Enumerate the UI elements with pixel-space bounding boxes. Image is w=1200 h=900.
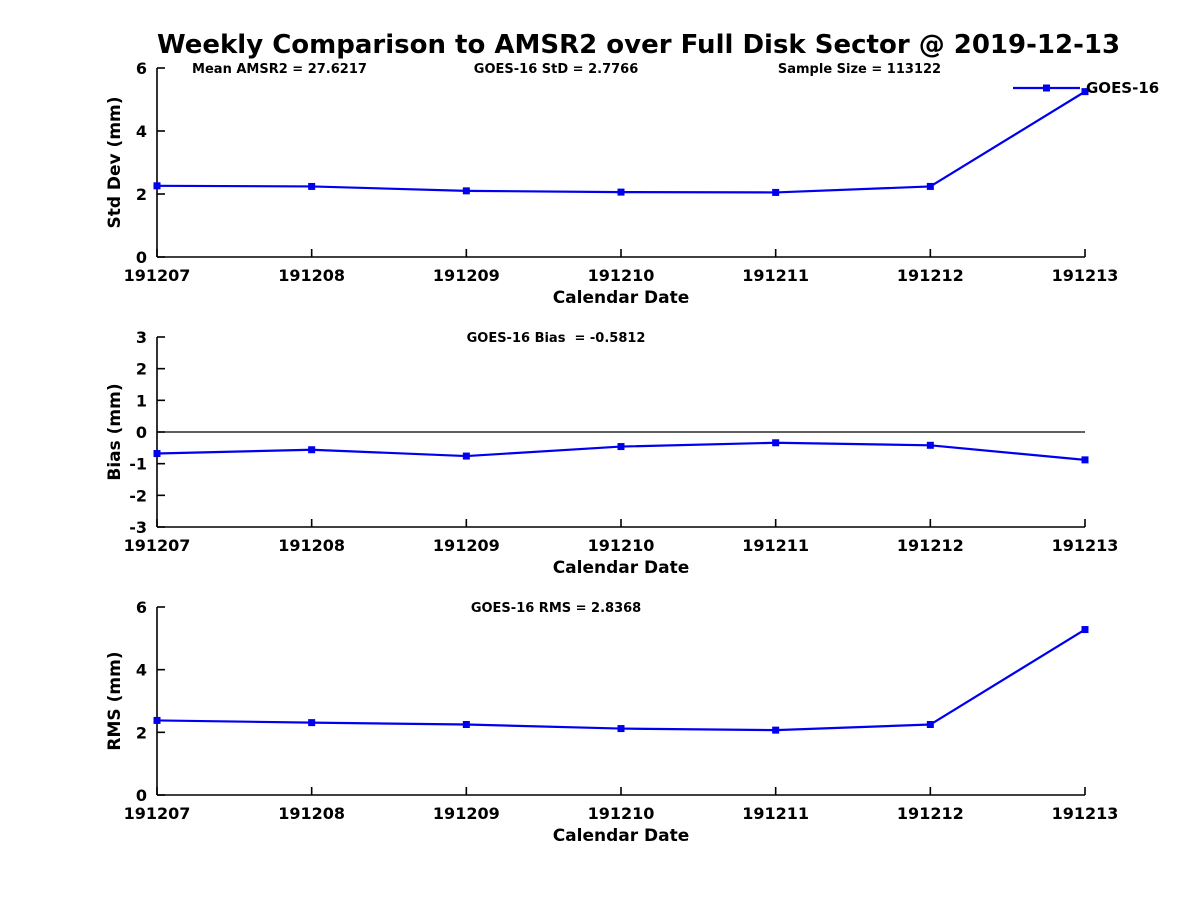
data-marker <box>462 721 470 728</box>
data-marker <box>308 182 316 190</box>
x-tick-label: 191210 <box>588 536 655 555</box>
x-tick-label: 191207 <box>124 804 191 823</box>
y-tick-label: 0 <box>136 786 147 805</box>
y-tick-label: -1 <box>129 455 147 474</box>
y-tick-label: 4 <box>136 661 147 680</box>
data-marker <box>153 716 161 724</box>
x-tick-label: 191213 <box>1052 536 1119 555</box>
data-marker <box>617 188 625 196</box>
data-marker <box>772 439 780 447</box>
y-tick-label: -3 <box>129 518 147 537</box>
x-tick-label: 191209 <box>433 536 500 555</box>
x-tick-label: 191207 <box>124 266 191 285</box>
y-axis-label: Std Dev (mm) <box>105 96 125 228</box>
data-marker <box>462 452 470 460</box>
data-marker <box>1081 456 1089 464</box>
data-marker <box>772 188 780 196</box>
x-tick-label: 191211 <box>742 804 809 823</box>
subplot-rms: 0 2 4 6 191207 191208 191209 191210 191211 191212… <box>105 598 1118 846</box>
legend-label: GOES-16 <box>1086 79 1159 97</box>
data-marker <box>153 182 161 190</box>
annotation: GOES-16 StD = 2.7766 <box>474 62 638 77</box>
x-tick-label: 191211 <box>742 266 809 285</box>
data-marker <box>926 441 934 449</box>
x-tick-label: 191208 <box>278 266 345 285</box>
x-tick-label: 191213 <box>1052 804 1119 823</box>
data-line <box>156 628 1086 732</box>
data-marker <box>926 182 934 190</box>
x-tick-label: 191209 <box>433 804 500 823</box>
y-tick-label: 0 <box>136 423 147 442</box>
data-marker <box>926 721 934 728</box>
x-tick-label: 191211 <box>742 536 809 555</box>
data-marker <box>1081 88 1089 96</box>
figure-title: Weekly Comparison to AMSR2 over Full Dis… <box>157 30 1121 60</box>
x-axis-label: Calendar Date <box>553 826 690 846</box>
y-tick-label: 4 <box>136 122 147 141</box>
data-line <box>156 90 1086 194</box>
annotation: Sample Size = 113122 <box>778 62 941 77</box>
data-marker <box>772 726 780 734</box>
data-marker <box>1081 626 1089 634</box>
y-tick-label: 3 <box>136 328 147 347</box>
x-tick-label: 191213 <box>1052 266 1119 285</box>
x-tick-label: 191212 <box>897 536 964 555</box>
y-tick-label: 2 <box>136 723 147 742</box>
x-tick-label: 191210 <box>588 804 655 823</box>
y-axis-label: RMS (mm) <box>105 651 125 750</box>
data-marker <box>153 450 161 458</box>
annotation: GOES-16 Bias = -0.5812 <box>467 331 646 346</box>
y-tick-label: -2 <box>129 486 147 505</box>
subplot-bias: -3 -2 -1 0 1 2 3 191207 191208 191209 191210 191211… <box>105 328 1118 578</box>
subplot-std-dev: 0 2 4 6 191207 191208 191209 191210 191211 191212… <box>105 59 1159 308</box>
y-tick-label: 1 <box>136 391 147 410</box>
y-tick-label: 0 <box>136 248 147 267</box>
x-tick-label: 191207 <box>124 536 191 555</box>
data-marker <box>617 443 625 451</box>
x-axis-label: Calendar Date <box>553 558 690 578</box>
x-tick-label: 191210 <box>588 266 655 285</box>
data-marker <box>617 725 625 733</box>
legend-marker <box>1043 84 1050 92</box>
annotation: GOES-16 RMS = 2.8368 <box>471 601 641 616</box>
y-axis-label: Bias (mm) <box>105 383 125 480</box>
x-tick-label: 191208 <box>278 536 345 555</box>
y-tick-label: 2 <box>136 185 147 204</box>
y-tick-label: 2 <box>136 360 147 379</box>
data-marker <box>462 187 470 195</box>
data-marker <box>308 719 316 727</box>
x-tick-label: 191208 <box>278 804 345 823</box>
y-tick-label: 6 <box>136 59 147 78</box>
data-marker <box>308 446 316 454</box>
y-tick-label: 6 <box>136 598 147 617</box>
x-tick-label: 191212 <box>897 266 964 285</box>
annotation: Mean AMSR2 = 27.6217 <box>192 62 367 77</box>
x-tick-label: 191212 <box>897 804 964 823</box>
x-tick-label: 191209 <box>433 266 500 285</box>
x-axis-label: Calendar Date <box>553 288 690 308</box>
